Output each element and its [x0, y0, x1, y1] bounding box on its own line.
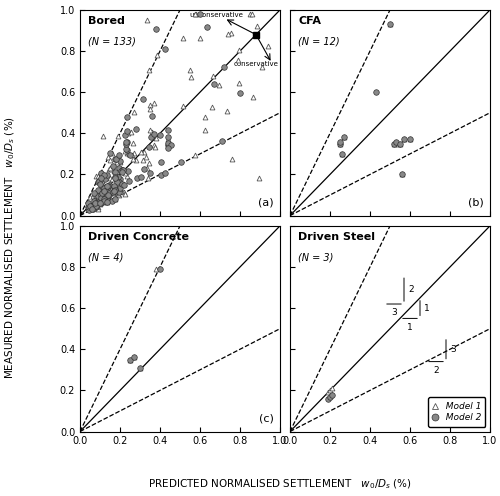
Text: (b): (b) [468, 197, 484, 207]
Text: (d): (d) [468, 413, 484, 423]
Text: conservative: conservative [233, 62, 278, 67]
Text: 3: 3 [450, 345, 456, 354]
Text: 1: 1 [424, 304, 430, 312]
Text: Driven Steel: Driven Steel [298, 232, 375, 242]
Text: CFA: CFA [298, 16, 321, 26]
Text: 2: 2 [433, 366, 439, 374]
Text: unconservative: unconservative [189, 12, 243, 18]
Text: 1: 1 [407, 322, 413, 331]
Text: (a): (a) [258, 197, 274, 207]
Text: (N = 4): (N = 4) [88, 252, 124, 262]
Text: (N = 12): (N = 12) [298, 37, 340, 47]
Text: (N = 3): (N = 3) [298, 252, 334, 262]
Text: MEASURED NORMALISED SETTLEMENT   $w_0 / D_s$ (%): MEASURED NORMALISED SETTLEMENT $w_0 / D_… [3, 117, 17, 379]
Text: PREDICTED NORMALISED SETTLEMENT   $w_0 / D_s$ (%): PREDICTED NORMALISED SETTLEMENT $w_0 / D… [148, 478, 412, 491]
Legend:   Model 1,   Model 2: Model 1, Model 2 [428, 397, 486, 427]
Text: (N = 133): (N = 133) [88, 37, 136, 47]
Text: Bored: Bored [88, 16, 125, 26]
Text: 2: 2 [408, 285, 414, 294]
Text: 3: 3 [391, 308, 397, 317]
Text: (c): (c) [259, 413, 274, 423]
Text: Driven Concrete: Driven Concrete [88, 232, 189, 242]
